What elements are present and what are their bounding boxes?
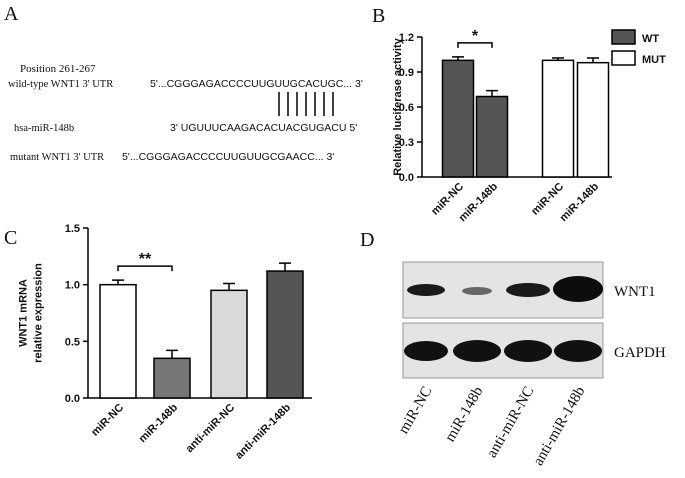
sequence: 5'...CGGGAGACCCCUUGUUGCGAACC... 3' — [122, 151, 334, 163]
lane-label: anti-miR-NC — [484, 384, 537, 461]
band — [504, 340, 552, 362]
panel-label: A — [4, 3, 19, 25]
panel-a: A Position 261-267 wild-type WNT1 3' UTR… — [4, 3, 363, 163]
panel-label: D — [360, 229, 374, 251]
y-tick-label: 0.0 — [65, 393, 80, 405]
x-tick-label: miR-148b — [137, 401, 181, 445]
row-label: hsa-miR-148b — [14, 123, 74, 134]
error-bar — [552, 57, 564, 61]
significance: ** — [139, 251, 152, 268]
legend-label: WT — [642, 33, 659, 45]
x-tick-label: miR-148b — [558, 180, 602, 224]
lane-label: miR-NC — [396, 384, 436, 437]
bar — [541, 59, 575, 178]
bar — [475, 95, 509, 178]
y-tick-label: 1.0 — [65, 280, 80, 292]
panel-label: B — [372, 5, 385, 27]
bar — [441, 59, 475, 178]
position: Position 261-267 — [20, 63, 96, 75]
row-label: mutant WNT1 3' UTR — [10, 152, 104, 163]
row-label: wild-type WNT1 3' UTR — [8, 79, 113, 90]
significance: * — [472, 28, 479, 45]
error-bar — [112, 279, 124, 285]
y-tick-label: 0.6 — [399, 102, 414, 114]
bar — [99, 283, 137, 399]
sequence: 3' UGUUUCAAGACACUACGUGACU 5' — [170, 122, 357, 134]
error-bar — [486, 89, 498, 97]
bar — [576, 61, 610, 178]
error-bar — [223, 282, 235, 291]
band — [453, 340, 501, 362]
bar — [266, 270, 304, 399]
band — [553, 276, 603, 302]
error-bar — [166, 349, 178, 359]
pairing-lines — [278, 92, 334, 116]
y-axis-label: relative expression — [33, 263, 45, 363]
y-tick-label: 0.9 — [399, 67, 414, 79]
x-tick-label: anti-miR-148b — [233, 401, 293, 461]
band-label: GAPDH — [614, 345, 666, 361]
y-tick-label: 0.0 — [399, 172, 414, 184]
bar — [210, 289, 248, 399]
lane-label: anti-miR-148b — [530, 384, 588, 468]
legend-swatch — [611, 50, 636, 66]
band — [554, 340, 602, 362]
error-bar — [452, 56, 464, 61]
y-tick-label: 0.5 — [65, 336, 80, 348]
y-tick-label: 0.3 — [399, 137, 414, 149]
y-axis-label: Relative luciferase activity — [392, 37, 404, 175]
lane-label: miR-148b — [442, 384, 486, 445]
y-tick-label: 1.5 — [65, 223, 80, 235]
legend-label: MUT — [642, 54, 666, 66]
significance-bracket — [117, 265, 173, 272]
x-tick-label: anti-miR-NC — [184, 402, 237, 455]
x-tick-label: miR-NC — [89, 402, 126, 439]
band — [404, 341, 448, 361]
band — [407, 284, 445, 296]
panel-label: C — [4, 227, 17, 249]
y-tick-label: 1.2 — [399, 32, 414, 44]
band-label: WNT1 — [614, 284, 656, 300]
error-bar — [279, 262, 291, 272]
y-axis-label: WNT1 mRNA — [18, 279, 30, 347]
legend-swatch — [611, 29, 636, 45]
significance-bracket — [457, 42, 493, 48]
bar — [153, 357, 191, 399]
sequence: 5'...CGGGAGACCCCUUGUUGCACUGC... 3' — [150, 78, 363, 90]
band — [462, 287, 492, 295]
panel-d: D WNT1 GAPDH miR-NC miR-148b anti-miR-NC… — [360, 229, 666, 468]
error-bar — [587, 57, 599, 63]
band — [506, 283, 550, 297]
